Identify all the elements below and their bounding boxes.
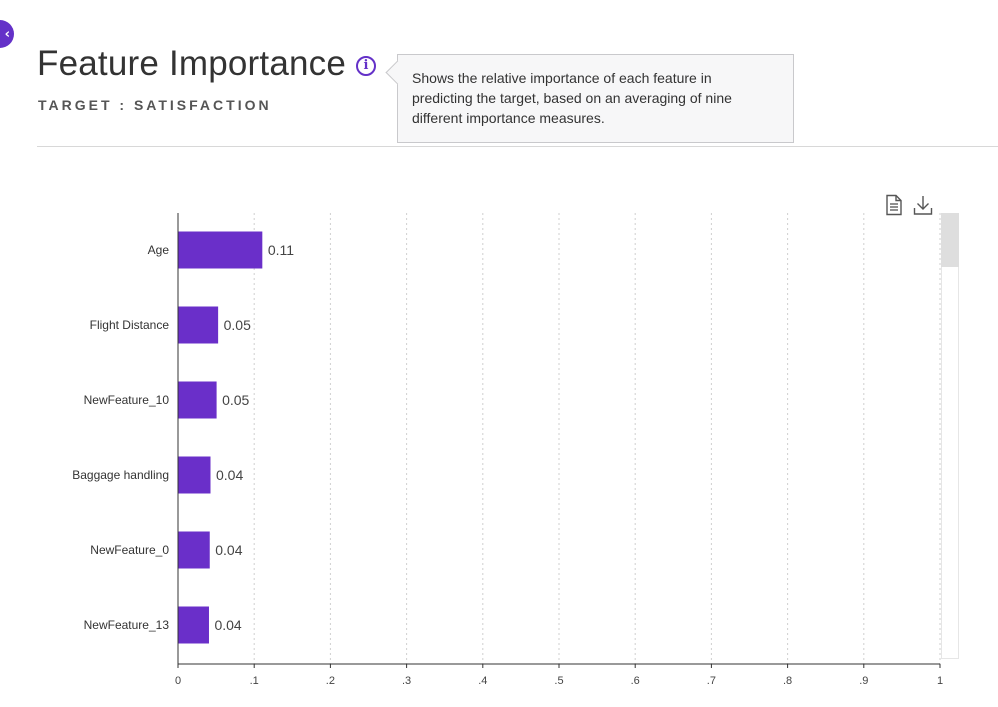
x-tick-label: .9 [859, 675, 868, 687]
data-label: 0.05 [224, 317, 251, 333]
tooltip-line: predicting the target, based on an avera… [412, 90, 732, 106]
target-subtitle: TARGET : SATISFACTION [38, 97, 272, 113]
category-label: Flight Distance [90, 318, 170, 332]
data-label: 0.04 [215, 542, 242, 558]
x-tick-label: .2 [326, 675, 335, 687]
category-label: NewFeature_0 [90, 543, 169, 557]
bar [178, 306, 219, 344]
tooltip-line: different importance measures. [412, 110, 605, 126]
data-label: 0.04 [216, 467, 243, 483]
x-tick-label: .6 [631, 675, 640, 687]
bar [178, 381, 217, 419]
x-tick-label: 1 [937, 675, 943, 687]
bar [178, 231, 263, 269]
x-tick-label: .3 [402, 675, 411, 687]
data-label: 0.11 [268, 242, 294, 258]
category-label: NewFeature_10 [84, 393, 170, 407]
header-divider [37, 146, 998, 147]
x-tick-label: 0 [175, 675, 181, 687]
document-icon[interactable] [884, 194, 904, 216]
x-tick-label: .7 [707, 675, 716, 687]
x-tick-label: .8 [783, 675, 792, 687]
bar [178, 606, 209, 644]
chevron-left-icon: ‹ [4, 26, 10, 42]
x-tick-label: .4 [478, 675, 487, 687]
category-label: Age [148, 243, 170, 257]
data-label: 0.04 [214, 617, 241, 633]
bar [178, 456, 211, 494]
page-title: Feature Importance [37, 44, 347, 83]
info-tooltip: Shows the relative importance of each fe… [397, 54, 794, 143]
info-icon[interactable]: i [356, 56, 376, 76]
category-label: NewFeature_13 [84, 618, 170, 632]
category-label: Baggage handling [72, 468, 169, 482]
x-tick-label: .5 [554, 675, 563, 687]
x-tick-label: .1 [250, 675, 259, 687]
bar [178, 531, 210, 569]
download-icon[interactable] [913, 194, 933, 216]
data-label: 0.05 [222, 392, 249, 408]
back-button[interactable]: ‹ [0, 20, 14, 48]
tooltip-line: Shows the relative importance of each fe… [412, 70, 712, 86]
scrollbar-thumb[interactable] [941, 213, 959, 267]
